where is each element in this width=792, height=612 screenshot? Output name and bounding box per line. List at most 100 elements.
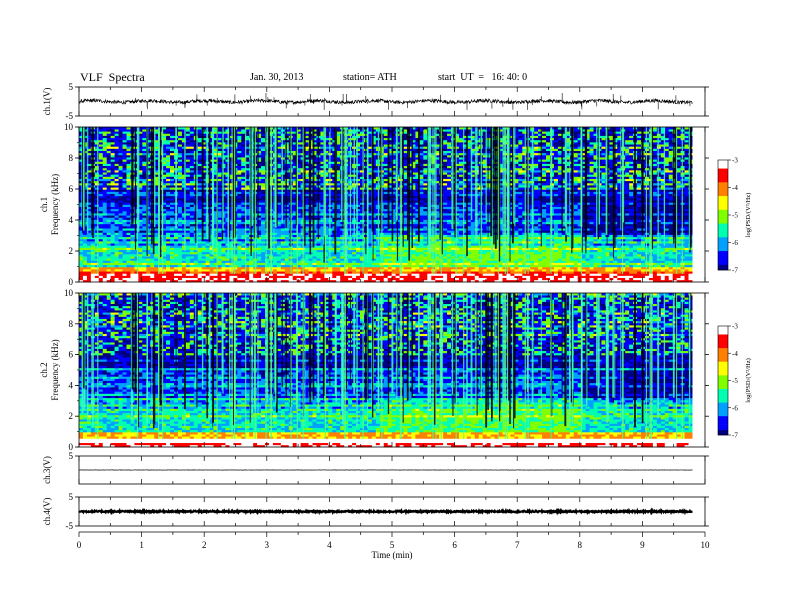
vlf-figure: 5-5ch.1(V)0246810ch.1 Frequency (kHz)-3-4… [0,0,792,612]
colorbar-cell [718,210,728,213]
colorbar-cell [718,182,728,185]
colorbar-cell [718,229,728,232]
colorbar-cell [718,400,728,403]
x-tick-label: 2 [202,540,207,550]
y-axis-label: ch.3(V) [42,456,52,484]
colorbar-cell [718,427,728,430]
colorbar-cell [718,424,728,427]
y-tick-label: 2 [69,411,74,421]
y-tick-label: 0 [69,277,74,287]
colorbar-tick-label: -3 [732,323,738,331]
colorbar-cell [718,356,728,359]
colorbar-cell [718,204,728,207]
y-tick-label: 8 [69,153,74,163]
colorbar-cell [718,262,728,265]
colorbar-cell [718,329,728,332]
colorbar-cell [718,218,728,221]
x-tick-label: 1 [139,540,144,550]
colorbar-cell [718,190,728,193]
colorbar-cell [718,378,728,381]
colorbar-cell [718,265,728,268]
colorbar-cell [718,174,728,177]
colorbar-cell [718,389,728,392]
colorbar-cell [718,383,728,386]
waveform-trace [79,511,692,512]
colorbar-cell [718,254,728,257]
colorbar-cell [718,419,728,422]
x-axis-label: Time (min) [372,550,413,560]
colorbar-cell [718,345,728,348]
colorbar-cell [718,430,728,433]
colorbar-cell [718,375,728,378]
x-tick-label: 4 [327,540,332,550]
colorbar-cell [718,199,728,202]
colorbar-cell [718,259,728,262]
colorbar-cell [718,196,728,199]
y-tick-label: 6 [69,350,74,360]
colorbar-cell [718,177,728,180]
colorbar-tick-label: -3 [732,157,738,165]
colorbar-cell [718,240,728,243]
y-tick-label: 5 [69,451,74,461]
colorbar-cell [718,212,728,215]
colorbar-cell [718,245,728,248]
colorbar-cell [718,243,728,246]
colorbar-cell [718,256,728,259]
colorbar-cell [718,179,728,182]
colorbar-tick-label: -6 [732,404,738,412]
colorbar-cell [718,331,728,334]
y-axis-label: ch.1 [39,197,49,212]
colorbar-tick-label: -4 [732,350,738,358]
colorbar-cell [718,168,728,171]
colorbar-cell [718,223,728,226]
colorbar-cell [718,359,728,362]
colorbar-label: log(PSD/(V²/Hz) [745,358,752,403]
x-tick-label: 5 [390,540,395,550]
x-tick-label: 10 [701,540,711,550]
colorbar-cell [718,421,728,424]
colorbar-cell [718,221,728,224]
colorbar-cell [718,408,728,411]
colorbar-tick-label: -4 [732,184,738,192]
colorbar-cell [718,248,728,251]
colorbar-cell [718,381,728,384]
colorbar-cell [718,234,728,237]
colorbar-cell [718,201,728,204]
colorbar-cell [718,416,728,419]
colorbar-cell [718,232,728,235]
colorbar-cell [718,340,728,343]
colorbar-label: log(PSD/(V²/Hz) [745,193,752,238]
no-data-region [692,127,705,282]
y-axis-label: ch.1(V) [42,88,52,116]
y-axis-label-frequency: Frequency (kHz) [50,174,60,235]
colorbar-cell [718,171,728,174]
colorbar-cell [718,361,728,364]
colorbar-tick-label: -6 [732,239,738,247]
y-tick-label: 5 [69,492,74,502]
y-axis-label: ch.4(V) [42,498,52,526]
y-tick-label: 10 [64,122,74,132]
y-tick-label: -5 [66,111,74,121]
colorbar-cell [718,353,728,356]
y-axis-label-frequency: Frequency (kHz) [50,339,60,400]
y-tick-label: 6 [69,184,74,194]
colorbar-cell [718,402,728,405]
colorbar-cell [718,364,728,367]
y-tick-label: 8 [69,319,74,329]
y-axis-label: ch.2 [39,362,49,377]
x-tick-label: 8 [578,540,583,550]
spectrogram-image [79,293,693,447]
colorbar-tick-label: -7 [732,267,738,275]
y-tick-label: 5 [69,82,74,92]
colorbar-cell [718,237,728,240]
colorbar-tick-label: -7 [732,432,738,440]
x-tick-label: 9 [640,540,645,550]
y-tick-label: 4 [69,380,74,390]
y-tick-label: 2 [69,246,74,256]
colorbar-tick-label: -5 [732,377,738,385]
colorbar-cell [718,370,728,373]
colorbar-cell [718,386,728,389]
colorbar-cell [718,226,728,229]
colorbar-cell [718,207,728,210]
y-tick-label: 10 [64,288,74,298]
